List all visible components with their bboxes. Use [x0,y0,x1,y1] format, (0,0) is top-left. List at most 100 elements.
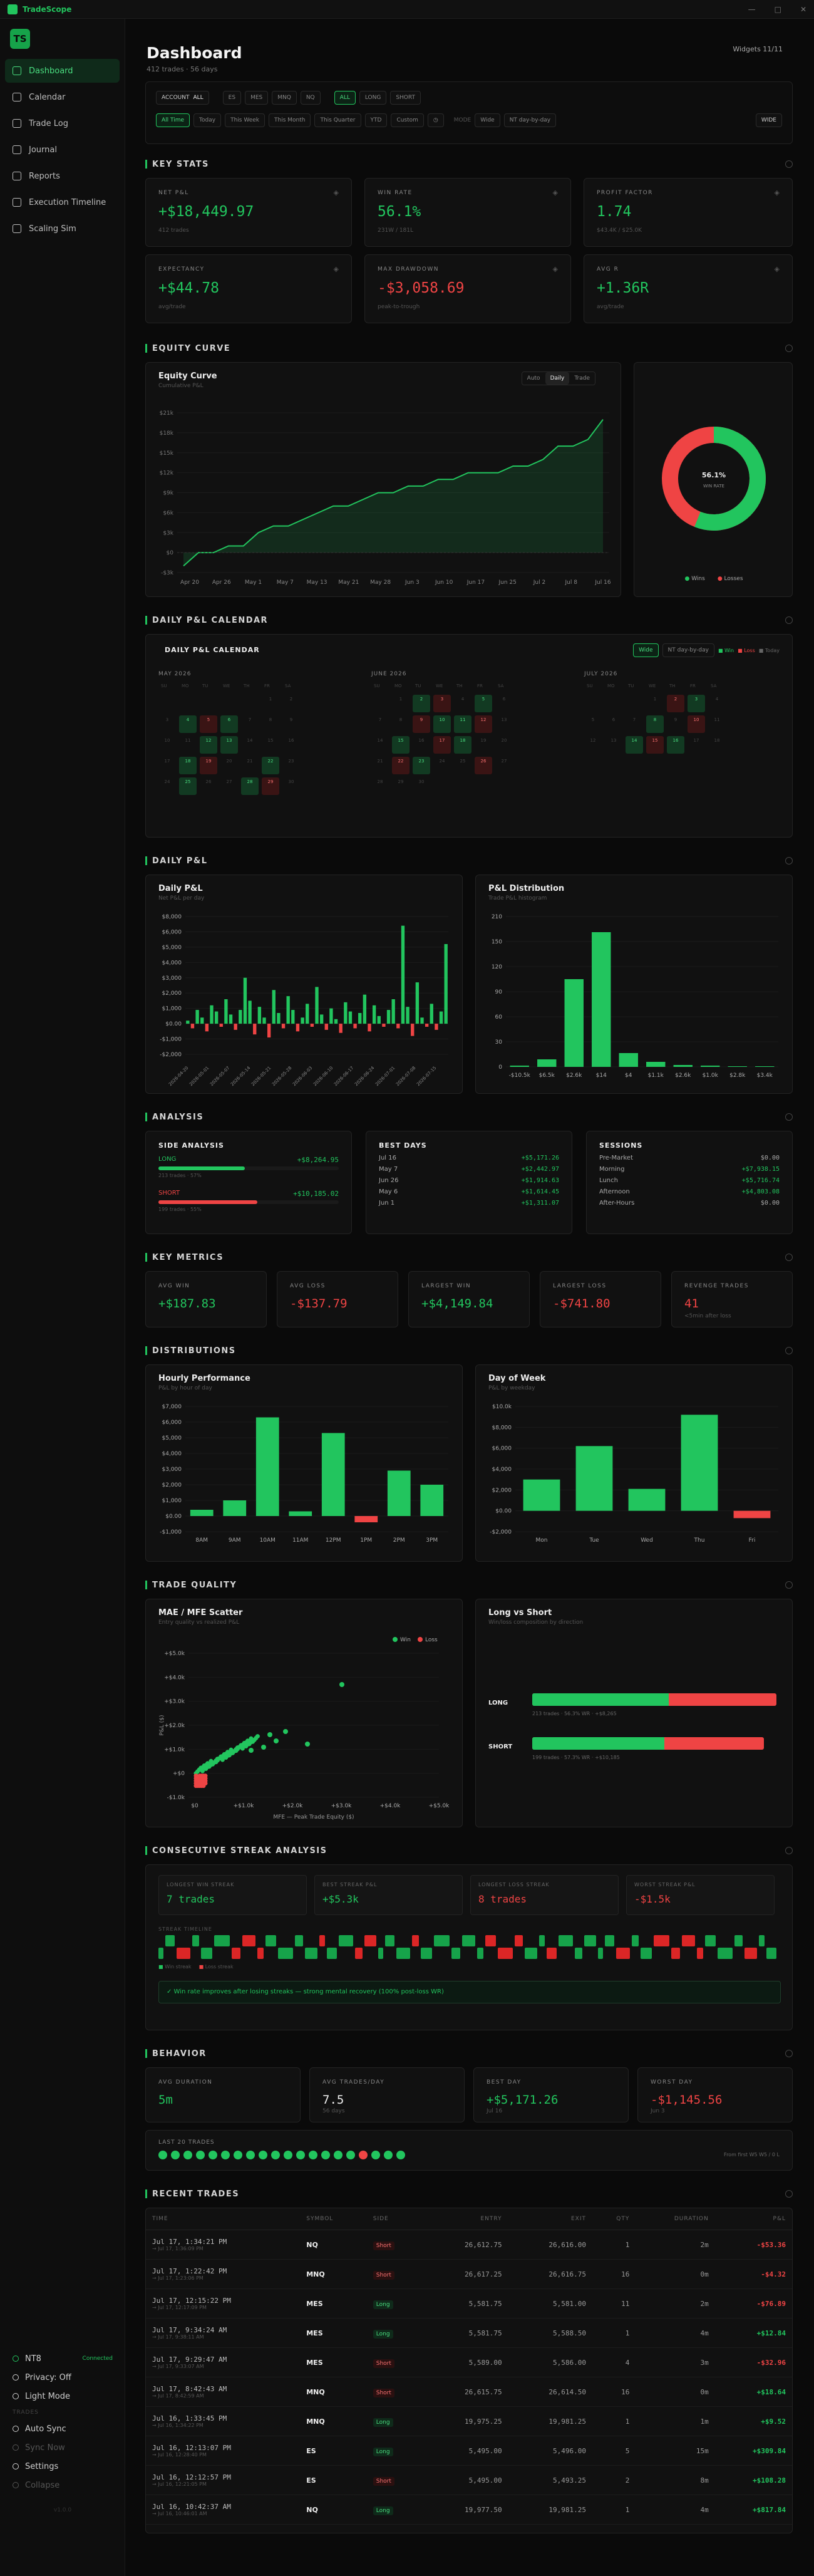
calendar-day[interactable]: 30 [418,779,425,784]
calendar-day[interactable]: 6 [612,717,616,722]
calendar-day[interactable]: 18 [179,757,197,774]
sidebar-item-trade-log[interactable]: Trade Log [5,112,120,135]
calendar-day[interactable]: 14 [626,736,643,754]
calendar-day[interactable]: 6 [502,697,506,702]
column-header[interactable]: SYMBOL [300,2208,367,2230]
calendar-day[interactable]: 23 [288,759,294,764]
calendar-day[interactable]: 8 [646,715,664,733]
table-row[interactable]: Jul 17, 1:34:21 PM → Jul 17, 1:36:09 PM NQ… [146,2230,792,2260]
calendar-day[interactable]: 24 [439,759,445,764]
autosync-toggle[interactable]: Auto Sync [0,2419,125,2438]
calendar-day[interactable]: 17 [693,738,699,743]
calendar-day[interactable]: 19 [200,757,217,774]
cal-mode-wide[interactable]: Wide [633,643,659,657]
calendar-day[interactable]: 18 [454,736,471,754]
calendar-day[interactable]: 5 [200,715,217,733]
calendar-day[interactable]: 3 [688,695,705,712]
calendar-day[interactable]: 21 [247,759,253,764]
period-filter-custom[interactable]: Custom [391,113,424,127]
calendar-day[interactable]: 26 [205,779,212,784]
maximize-button[interactable]: □ [774,4,781,14]
period-filter-today[interactable]: Today [193,113,222,127]
calendar-day[interactable]: 11 [185,738,191,743]
table-row[interactable]: Jul 17, 9:34:24 AM → Jul 17, 9:38:11 AM ME… [146,2318,792,2348]
calendar-day[interactable]: 27 [501,759,507,764]
calendar-day[interactable]: 13 [501,717,507,722]
calendar-day[interactable]: 6 [220,715,238,733]
calendar-day[interactable]: 15 [392,736,410,754]
table-row[interactable]: Jul 17, 1:22:42 PM → Jul 17, 1:23:06 PM MN… [146,2259,792,2289]
side-filter-short[interactable]: SHORT [390,91,421,105]
account-select[interactable]: ACCOUNT ALL [156,91,209,105]
calendar-day[interactable]: 26 [475,757,492,774]
column-header[interactable]: P&L [714,2208,792,2230]
info-icon[interactable] [785,1347,793,1354]
info-icon[interactable] [785,857,793,865]
sidebar-item-scaling-sim[interactable]: Scaling Sim [5,217,120,241]
info-icon[interactable] [785,345,793,352]
period-filter-this-quarter[interactable]: This Quarter [314,113,361,127]
calendar-day[interactable]: 11 [454,715,471,733]
calendar-day[interactable]: 4 [461,697,465,702]
sidebar-item-journal[interactable]: Journal [5,138,120,162]
calendar-day[interactable]: 11 [714,717,720,722]
column-header[interactable]: TIME [146,2208,301,2230]
calendar-day[interactable]: 16 [667,736,684,754]
calendar-day[interactable]: 2 [289,697,293,702]
calendar-day[interactable]: 17 [164,759,170,764]
info-icon[interactable] [785,2190,793,2198]
info-icon[interactable] [785,616,793,624]
calendar-day[interactable]: 10 [433,715,451,733]
calendar-day[interactable]: 25 [179,777,197,795]
calendar-day[interactable]: 14 [247,738,253,743]
calendar-day[interactable]: 2 [667,695,684,712]
table-row[interactable]: Jul 16, 12:12:57 PM → Jul 16, 12:21:05 PM… [146,2465,792,2495]
calendar-day[interactable]: 18 [714,738,720,743]
info-icon[interactable] [785,1254,793,1261]
calendar-day[interactable]: 9 [289,717,293,722]
mode-1[interactable]: NT day-by-day [503,113,557,127]
calendar-day[interactable]: 20 [501,738,507,743]
mode-0[interactable]: Wide [475,113,500,127]
side-filter-all[interactable]: ALL [334,91,356,105]
sync-now-button[interactable]: Sync Now [0,2438,125,2457]
side-filter-long[interactable]: LONG [359,91,387,105]
calendar-day[interactable]: 7 [632,717,636,722]
period-filter-this-month[interactable]: This Month [269,113,311,127]
close-button[interactable]: ✕ [800,4,806,14]
symbol-filter-mnq[interactable]: MNQ [272,91,297,105]
calendar-day[interactable]: 28 [377,779,383,784]
privacy-toggle[interactable]: Privacy: Off [0,2368,125,2387]
calendar-day[interactable]: 21 [377,759,383,764]
calendar-day[interactable]: 30 [288,779,294,784]
minimize-button[interactable]: — [748,4,756,14]
brand-logo[interactable]: TS [10,29,30,49]
symbol-filter-mes[interactable]: MES [245,91,269,105]
nt8-status[interactable]: NT8 Connected [0,2349,125,2368]
calendar-day[interactable]: 16 [288,738,294,743]
calendar-day[interactable]: 12 [475,715,492,733]
calendar-day[interactable]: 5 [475,695,492,712]
calendar-day[interactable]: 16 [418,738,425,743]
calendar-day[interactable]: 22 [262,757,279,774]
table-row[interactable]: Jul 16, 12:13:07 PM → Jul 16, 12:28:40 PM… [146,2436,792,2466]
calendar-day[interactable]: 27 [226,779,232,784]
calendar-day[interactable]: 13 [610,738,617,743]
symbol-filter-nq[interactable]: NQ [300,91,321,105]
calendar-day[interactable]: 8 [269,717,272,722]
calendar-day[interactable]: 23 [413,757,430,774]
column-header[interactable]: DURATION [636,2208,715,2230]
period-filter-this-week[interactable]: This Week [225,113,265,127]
collapse-button[interactable]: Collapse [0,2476,125,2495]
calendar-day[interactable]: 14 [377,738,383,743]
info-icon[interactable] [785,1581,793,1589]
calendar-day[interactable]: 20 [226,759,232,764]
settings-button[interactable]: Settings [0,2457,125,2476]
column-header[interactable]: QTY [592,2208,636,2230]
calendar-day[interactable]: 4 [715,697,719,702]
info-icon[interactable] [785,1847,793,1854]
width-select[interactable]: WIDE [755,113,782,127]
table-row[interactable]: Jul 17, 9:29:47 AM → Jul 17, 9:33:07 AM ME… [146,2347,792,2377]
widgets-button[interactable]: Widgets 11/11 [733,45,783,53]
calendar-day[interactable]: 24 [164,779,170,784]
